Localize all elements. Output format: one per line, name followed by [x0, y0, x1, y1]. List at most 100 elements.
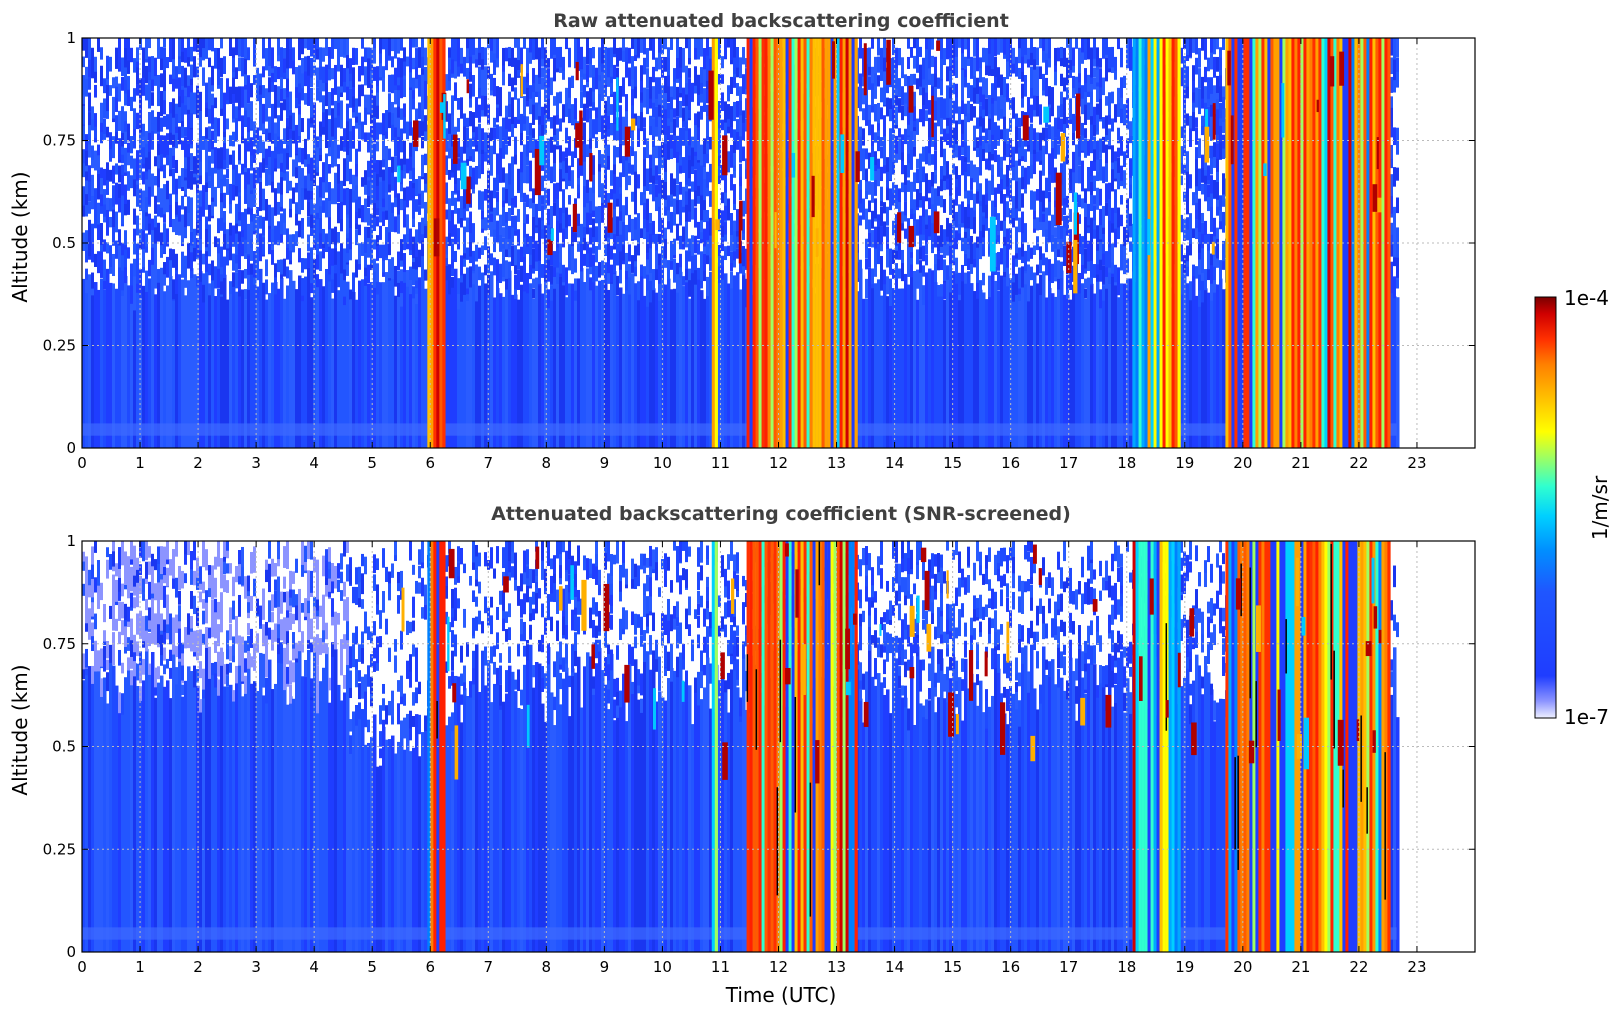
noise-speck: [409, 180, 412, 201]
noise-speck: [595, 77, 598, 90]
noise-speck: [961, 156, 964, 176]
noise-speck: [448, 66, 451, 82]
noise-speck: [250, 218, 253, 235]
noise-speck: [388, 111, 391, 129]
noise-speck: [274, 272, 277, 295]
noise-speck: [367, 189, 370, 208]
noise-speck: [301, 198, 304, 210]
noise-speck: [985, 58, 988, 76]
noise-speck: [703, 178, 706, 201]
signal-column: [307, 270, 311, 448]
signal-column: [520, 284, 524, 448]
noise-speck: [622, 215, 625, 230]
noise-speck: [979, 212, 982, 232]
noise-speck: [679, 136, 682, 156]
noise-speck: [154, 274, 157, 289]
noise-speck: [973, 213, 976, 234]
noise-speck: [373, 66, 376, 81]
noise-speck: [367, 66, 370, 88]
signal-column: [499, 293, 503, 448]
noise-speck: [256, 246, 259, 268]
noise-speck: [88, 128, 91, 145]
signal-column: [652, 288, 656, 448]
noise-speck: [967, 82, 970, 99]
noise-speck: [328, 146, 331, 157]
noise-speck: [553, 115, 556, 136]
signal-column: [679, 271, 683, 448]
noise-speck: [283, 258, 286, 277]
signal-column: [316, 293, 320, 448]
noise-speck: [964, 56, 967, 70]
noise-speck: [958, 204, 961, 225]
noise-speck: [964, 272, 967, 284]
noise-speck: [940, 166, 943, 180]
noise-speck: [481, 92, 484, 111]
noise-speck: [349, 78, 352, 89]
noise-speck: [538, 94, 541, 117]
noise-speck: [526, 243, 529, 255]
noise-speck: [280, 259, 283, 275]
signal-column: [637, 290, 641, 448]
noise-speck: [388, 259, 391, 279]
noise-speck: [502, 147, 505, 159]
noise-speck: [562, 104, 565, 123]
noise-speck: [424, 76, 427, 94]
noise-speck: [277, 86, 280, 101]
noise-speck: [247, 186, 250, 208]
noise-speck: [988, 47, 991, 66]
noise-speck: [493, 127, 496, 139]
noise-speck: [637, 125, 640, 147]
noise-speck: [316, 254, 319, 270]
noise-speck: [121, 242, 124, 256]
noise-speck: [481, 74, 484, 96]
noise-speck: [295, 153, 298, 168]
noise-speck: [376, 103, 379, 119]
noise-speck: [280, 102, 283, 121]
noise-speck: [1045, 38, 1048, 54]
noise-speck: [622, 116, 625, 136]
noise-speck: [688, 128, 691, 146]
noise-speck: [106, 55, 109, 72]
noise-speck: [862, 48, 865, 70]
noise-speck: [1042, 208, 1045, 222]
noise-speck: [700, 86, 703, 103]
signal-column: [901, 288, 905, 448]
noise-speck: [172, 78, 175, 92]
noise-speck: [1051, 214, 1054, 236]
noise-speck: [994, 84, 997, 101]
noise-speck: [229, 232, 232, 248]
noise-speck: [583, 56, 586, 74]
noise-speck: [898, 78, 901, 98]
noise-speck: [310, 87, 313, 99]
noise-speck: [724, 38, 727, 60]
noise-speck: [967, 208, 970, 229]
noise-speck: [178, 38, 181, 57]
noise-speck: [511, 77, 514, 92]
signal-column: [235, 291, 239, 448]
noise-speck: [379, 160, 382, 178]
noise-speck: [163, 262, 166, 275]
noise-speck: [322, 181, 325, 199]
noise-speck: [985, 158, 988, 170]
noise-speck: [448, 75, 451, 91]
noise-speck: [142, 171, 145, 185]
noise-speck: [148, 130, 151, 152]
noise-speck: [172, 178, 175, 195]
signal-column: [586, 268, 590, 448]
noise-speck: [403, 140, 406, 155]
signal-column: [166, 285, 170, 448]
noise-speck: [919, 153, 922, 165]
noise-speck: [487, 180, 490, 202]
noise-speck: [367, 226, 370, 238]
noise-speck: [232, 131, 235, 147]
noise-speck: [1024, 75, 1027, 97]
noise-speck: [565, 38, 568, 50]
noise-speck: [652, 269, 655, 289]
noise-speck: [658, 175, 661, 194]
noise-speck: [730, 38, 733, 61]
signal-column: [310, 297, 314, 448]
noise-speck: [871, 143, 874, 164]
noise-speck: [523, 231, 526, 246]
noise-speck: [598, 159, 601, 172]
noise-speck: [685, 65, 688, 84]
